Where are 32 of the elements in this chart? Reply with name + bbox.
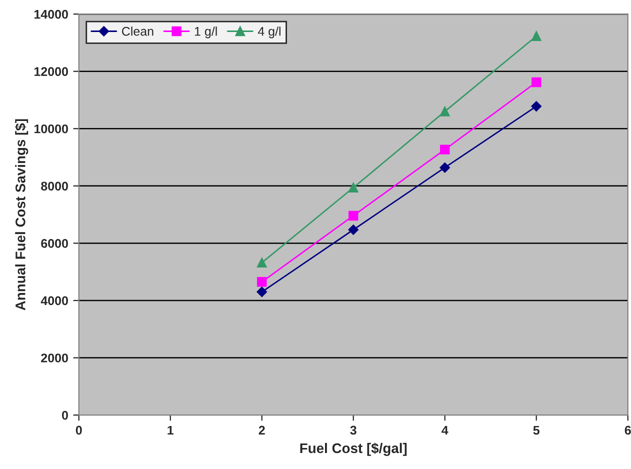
legend-label: 1 g/l: [194, 26, 217, 38]
point: [440, 144, 450, 154]
y-tick-label: 4000: [40, 296, 68, 306]
legend-label: 4 g/l: [258, 26, 280, 38]
point: [348, 182, 358, 193]
x-axis-title: Fuel Cost [$/gal]: [300, 442, 407, 456]
x-tick-label: 2: [258, 426, 265, 435]
point: [257, 258, 267, 268]
y-tick-label: 2000: [41, 354, 68, 362]
x-tick-label: 0: [76, 426, 82, 435]
point: [440, 162, 450, 173]
y-tick-label: 0: [62, 410, 68, 420]
x-tick-label: 4: [442, 426, 448, 435]
point: [256, 286, 267, 298]
point: [348, 224, 358, 235]
y-tick-label: 6000: [41, 239, 68, 248]
point: [348, 210, 358, 221]
x-tick-label: 3: [350, 426, 356, 435]
y-axis-title: Annual Fuel Cost Savings [$]: [14, 119, 28, 310]
legend-label: Clean: [122, 26, 154, 36]
point: [257, 277, 267, 287]
point: [531, 101, 542, 112]
y-tick-label: 14000: [34, 10, 68, 19]
x-tick-label: 1: [168, 426, 174, 435]
y-tick-label: 12000: [34, 67, 68, 76]
point: [440, 106, 450, 116]
point: [531, 77, 542, 88]
y-tick-label: 10000: [34, 124, 68, 134]
x-tick-label: 6: [624, 426, 631, 435]
x-tick-label: 5: [533, 426, 540, 435]
y-tick-label: 8000: [41, 182, 68, 191]
point: [531, 31, 542, 41]
